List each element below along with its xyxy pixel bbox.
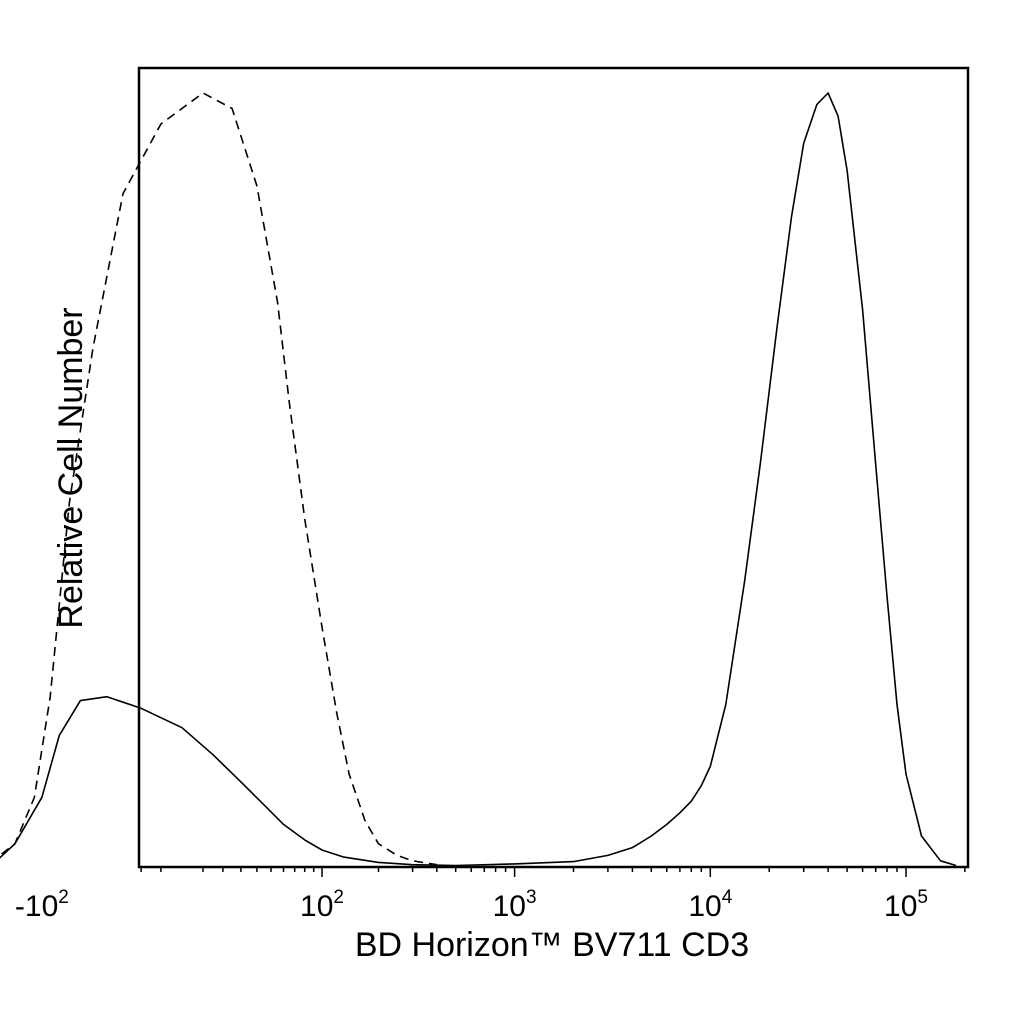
x-tick-label: -102 [15, 887, 69, 923]
histogram-line-dashed [0, 92, 437, 866]
x-axis-ticks [140, 867, 966, 877]
histogram-line-solid [0, 92, 957, 867]
y-axis-title: Relative Cell Number [52, 307, 90, 628]
x-tick-label: 103 [493, 887, 537, 923]
x-tick-label: 104 [688, 887, 732, 923]
x-axis-tick-labels: -102 102 103 104 105 [15, 887, 928, 923]
series-layer [0, 92, 957, 867]
x-axis-title: BD Horizon™ BV711 CD3 [355, 926, 749, 964]
x-tick-label: 102 [300, 887, 344, 923]
x-tick-label: 105 [884, 887, 928, 923]
plot-frame [137, 66, 970, 869]
